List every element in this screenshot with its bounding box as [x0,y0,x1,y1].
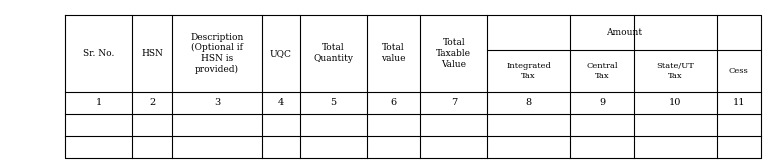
Text: 11: 11 [732,98,745,107]
Text: Central
Tax: Central Tax [586,62,618,80]
Text: HSN: HSN [142,49,163,58]
Text: Total
Taxable
Value: Total Taxable Value [437,38,471,69]
Text: 8: 8 [525,98,531,107]
Text: 3: 3 [214,98,220,107]
Text: 5: 5 [330,98,336,107]
Text: Sr. No.: Sr. No. [83,49,115,58]
Text: Amount: Amount [606,28,642,37]
Text: Cess: Cess [728,67,748,75]
Text: State/UT
Tax: State/UT Tax [657,62,695,80]
Text: 10: 10 [669,98,681,107]
Text: 2: 2 [149,98,156,107]
Text: UQC: UQC [270,49,292,58]
Text: Total
value: Total value [381,43,406,63]
Text: 6: 6 [390,98,397,107]
Text: 4: 4 [278,98,284,107]
Text: Description
(Optional if
HSN is
provided): Description (Optional if HSN is provided… [190,33,243,74]
Text: Integrated
Tax: Integrated Tax [506,62,551,80]
Text: 9: 9 [599,98,605,107]
Text: 1: 1 [95,98,102,107]
Text: Total
Quantity: Total Quantity [313,43,353,63]
Text: 7: 7 [450,98,457,107]
